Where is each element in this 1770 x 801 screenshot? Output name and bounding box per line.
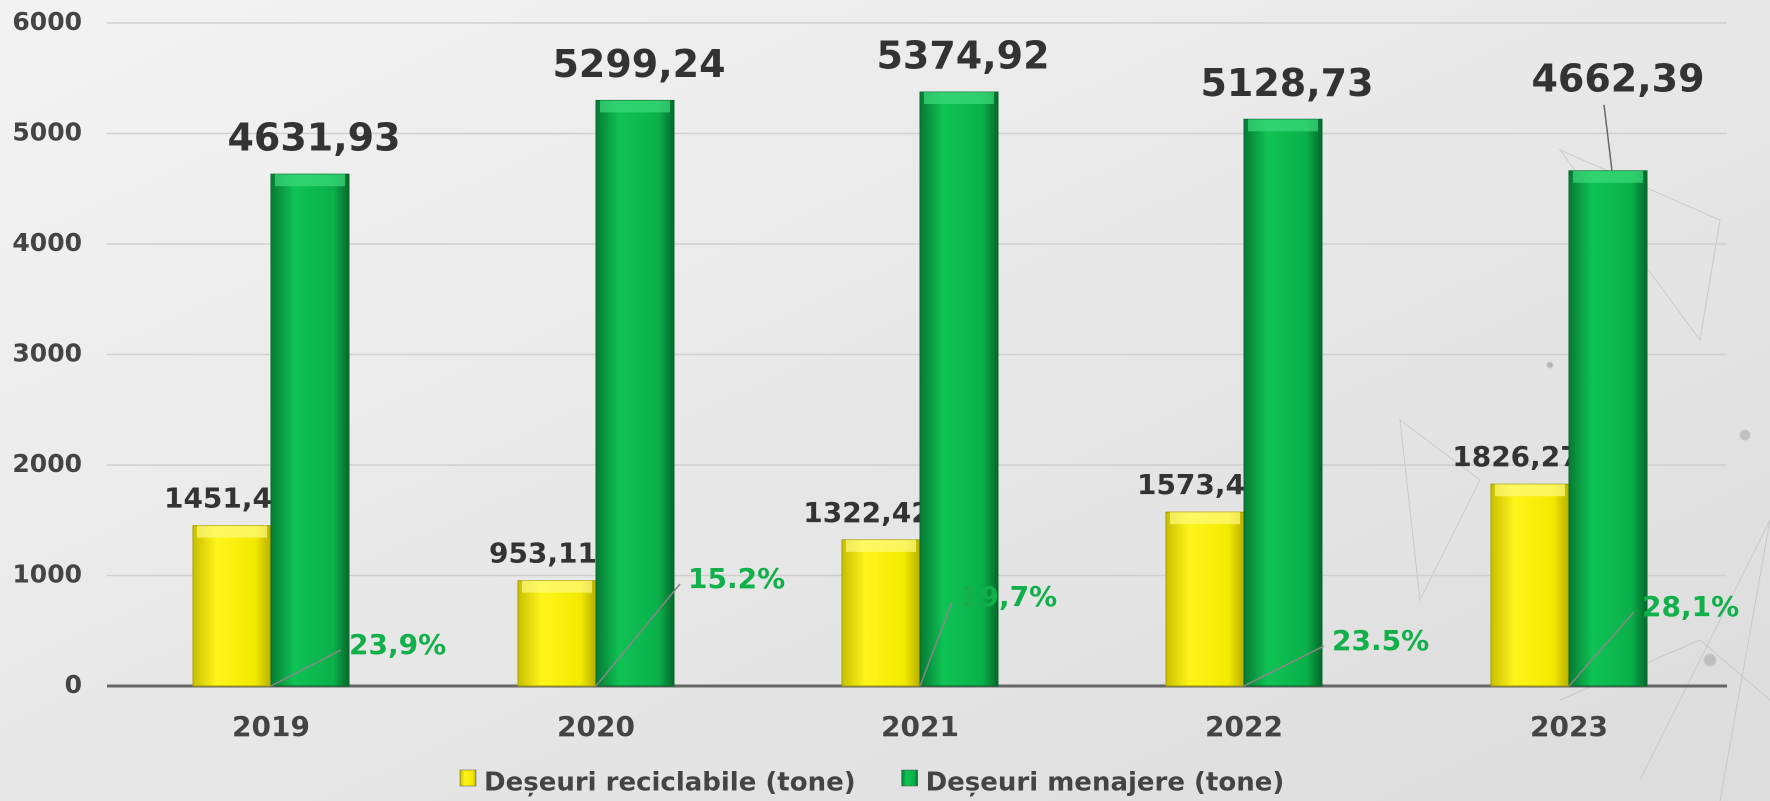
bar-top xyxy=(1495,484,1565,496)
annotation: 28,1% xyxy=(1642,590,1739,623)
y-tick-label: 5000 xyxy=(12,118,82,147)
value-label: 4662,39 xyxy=(1531,56,1704,100)
x-tick-label: 2022 xyxy=(1205,710,1283,743)
bar-top xyxy=(924,92,994,104)
legend-swatch xyxy=(902,770,918,786)
bar xyxy=(1166,512,1244,686)
legend-swatch xyxy=(460,770,476,786)
y-tick-label: 3000 xyxy=(12,339,82,368)
y-tick-label: 6000 xyxy=(12,7,82,36)
bar-top xyxy=(1573,171,1643,183)
bar xyxy=(596,100,674,686)
bar xyxy=(518,581,596,686)
bar-top xyxy=(1248,119,1318,131)
value-label: 1826,27 xyxy=(1452,440,1580,473)
x-tick-label: 2021 xyxy=(881,710,959,743)
bar xyxy=(193,526,271,686)
annotation: 19,7% xyxy=(960,580,1057,613)
value-label: 1451,4 xyxy=(164,482,272,515)
x-tick-label: 2019 xyxy=(232,710,310,743)
bar-top xyxy=(600,100,670,112)
bar-top xyxy=(846,540,916,552)
value-label: 1573,4 xyxy=(1137,468,1245,501)
value-label: 5299,24 xyxy=(552,42,725,86)
value-label: 4631,93 xyxy=(227,116,400,160)
legend-label: Deșeuri menajere (tone) xyxy=(926,768,1285,798)
annotation: 23.5% xyxy=(1332,624,1429,657)
chart: 0 1000 2000 3000 4000 5000 6000 2019 1451,4 4631,… xyxy=(0,0,1770,801)
y-tick-label: 4000 xyxy=(12,228,82,257)
bar-top xyxy=(197,526,267,538)
value-label: 953,11 xyxy=(489,537,597,570)
bar xyxy=(842,540,920,686)
y-tick-label: 0 xyxy=(65,670,82,699)
bar-top xyxy=(1170,512,1240,524)
value-label: 5128,73 xyxy=(1200,61,1373,105)
bar xyxy=(1491,484,1569,686)
y-tick-label: 2000 xyxy=(12,449,82,478)
x-tick-label: 2020 xyxy=(557,710,635,743)
bar xyxy=(1244,119,1322,686)
value-label: 5374,92 xyxy=(876,34,1049,78)
value-label: 1322,42 xyxy=(803,496,931,529)
annotation: 23,9% xyxy=(349,628,446,661)
bar xyxy=(1569,171,1647,686)
bar xyxy=(271,174,349,686)
bar-top xyxy=(522,581,592,593)
y-tick-label: 1000 xyxy=(12,560,82,589)
x-tick-label: 2023 xyxy=(1530,710,1608,743)
annotation: 15.2% xyxy=(688,562,785,595)
bar-top xyxy=(275,174,345,186)
legend-label: Deșeuri reciclabile (tone) xyxy=(484,768,856,798)
